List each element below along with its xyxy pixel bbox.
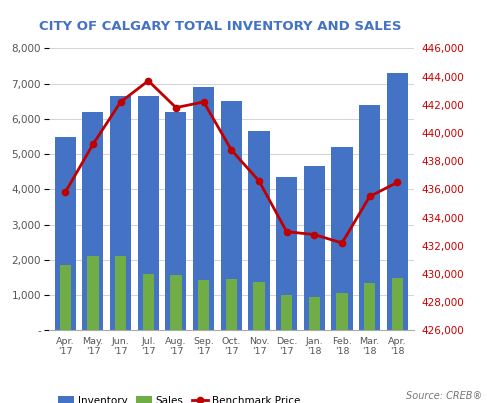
Bar bbox=[304, 166, 325, 330]
Benchmark Price bbox=[62, 190, 68, 195]
Benchmark Price bbox=[228, 147, 234, 152]
Bar bbox=[364, 283, 375, 330]
Bar bbox=[115, 256, 127, 330]
Bar bbox=[55, 137, 76, 330]
Bar bbox=[138, 96, 159, 330]
Benchmark Price bbox=[394, 180, 400, 185]
Bar bbox=[248, 131, 269, 330]
Text: CITY OF CALGARY TOTAL INVENTORY AND SALES: CITY OF CALGARY TOTAL INVENTORY AND SALE… bbox=[39, 20, 401, 33]
Bar bbox=[87, 256, 99, 330]
Bar bbox=[221, 101, 242, 330]
Benchmark Price bbox=[256, 179, 262, 183]
Bar bbox=[332, 147, 353, 330]
Benchmark Price bbox=[284, 229, 290, 234]
Bar bbox=[276, 177, 297, 330]
Bar bbox=[359, 105, 380, 330]
Bar bbox=[59, 265, 71, 330]
Benchmark Price bbox=[201, 100, 206, 104]
Benchmark Price bbox=[173, 105, 179, 110]
Bar bbox=[225, 279, 237, 330]
Benchmark Price bbox=[146, 78, 151, 83]
Legend: Inventory, Sales, Benchmark Price: Inventory, Sales, Benchmark Price bbox=[54, 392, 304, 403]
Bar bbox=[198, 280, 209, 330]
Benchmark Price bbox=[118, 100, 124, 104]
Text: Source: CREB®: Source: CREB® bbox=[406, 391, 482, 401]
Bar bbox=[143, 274, 154, 330]
Bar bbox=[170, 275, 182, 330]
Bar bbox=[82, 112, 104, 330]
Benchmark Price bbox=[311, 232, 317, 237]
Bar bbox=[166, 112, 187, 330]
Line: Benchmark Price: Benchmark Price bbox=[62, 78, 400, 246]
Bar bbox=[110, 96, 131, 330]
Bar bbox=[392, 278, 403, 330]
Benchmark Price bbox=[367, 194, 373, 199]
Benchmark Price bbox=[90, 142, 96, 147]
Bar bbox=[309, 297, 320, 330]
Bar bbox=[193, 87, 214, 330]
Bar bbox=[253, 282, 265, 330]
Bar bbox=[387, 73, 408, 330]
Benchmark Price bbox=[339, 241, 345, 245]
Bar bbox=[281, 295, 293, 330]
Bar bbox=[336, 293, 348, 330]
